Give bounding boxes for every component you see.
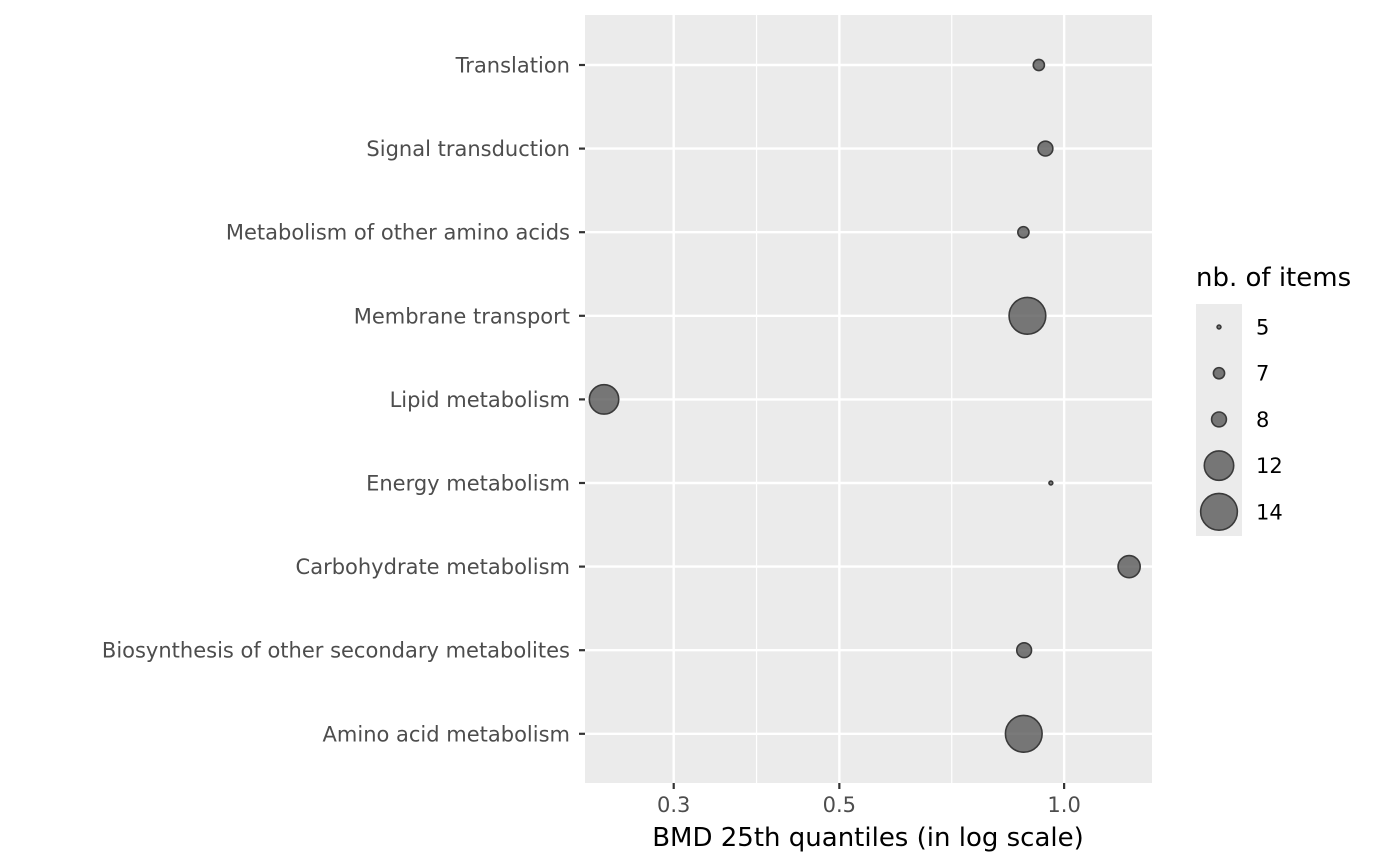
data-point (1017, 225, 1030, 239)
x-tick-label: 0.3 (657, 793, 690, 817)
legend-key (1212, 366, 1226, 380)
y-tick-label: Amino acid metabolism (323, 722, 570, 746)
legend-label: 8 (1256, 408, 1269, 432)
legend-label: 7 (1256, 362, 1269, 386)
y-tick-label: Biosynthesis of other secondary metaboli… (102, 639, 570, 663)
legend-key (1216, 324, 1222, 330)
x-tick-label: 0.5 (823, 793, 856, 817)
data-point (1037, 140, 1054, 157)
grid-lines (585, 15, 1152, 783)
x-axis: 0.3 0.5 1.0 (657, 783, 1081, 817)
y-tick-label: Lipid metabolism (390, 388, 570, 412)
y-tick-label: Translation (455, 54, 570, 78)
data-point (1032, 58, 1046, 72)
data-points (588, 58, 1141, 753)
legend-title: nb. of items (1196, 263, 1351, 293)
y-tick-label: Signal transduction (366, 137, 570, 161)
y-axis: Amino acid metabolism Biosynthesis of oth… (102, 54, 585, 746)
legend-label: 14 (1256, 500, 1283, 524)
y-tick-label: Energy metabolism (366, 472, 570, 496)
legend-label: 5 (1256, 316, 1269, 340)
legend-label: 12 (1256, 454, 1283, 478)
data-point (588, 383, 620, 415)
data-point (1048, 480, 1054, 486)
x-tick-label: 1.0 (1047, 793, 1080, 817)
legend-items: 5 7 8 12 14 (1199, 316, 1283, 531)
y-tick-label: Metabolism of other amino acids (226, 221, 570, 245)
legend-key (1210, 411, 1228, 428)
data-point (1004, 714, 1043, 753)
data-point (1015, 641, 1033, 659)
legend-key (1203, 450, 1235, 482)
legend-key (1199, 492, 1239, 531)
size-legend: nb. of items 5 7 8 12 14 (1196, 263, 1351, 536)
data-point (1008, 296, 1047, 335)
data-point (1117, 554, 1141, 579)
y-tick-label: Carbohydrate metabolism (296, 555, 570, 579)
x-axis-title: BMD 25th quantiles (in log scale) (652, 823, 1084, 853)
y-tick-label: Membrane transport (354, 304, 570, 328)
